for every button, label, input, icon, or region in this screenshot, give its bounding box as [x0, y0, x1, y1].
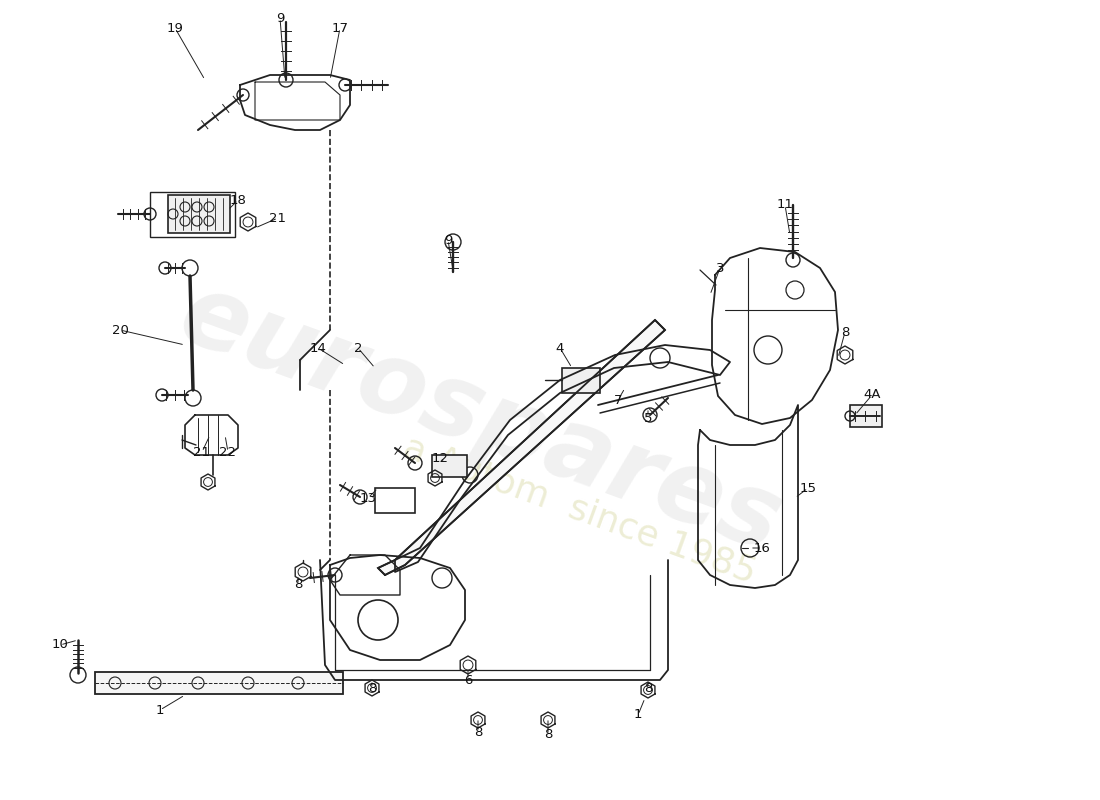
Bar	[562, 368, 600, 393]
Text: 8: 8	[644, 682, 652, 694]
Text: 1: 1	[156, 703, 164, 717]
Text: 8: 8	[840, 326, 849, 338]
Text: 17: 17	[331, 22, 349, 34]
Text: 22: 22	[220, 446, 236, 458]
Text: 16: 16	[754, 542, 770, 554]
Text: a Autom  since 1985: a Autom since 1985	[399, 430, 761, 590]
Text: 8: 8	[474, 726, 482, 738]
Text: 8: 8	[294, 578, 302, 591]
Text: 8: 8	[367, 682, 376, 694]
Text: 10: 10	[52, 638, 68, 651]
Text: 13: 13	[360, 491, 376, 505]
Text: 21: 21	[194, 446, 210, 458]
Bar	[168, 195, 230, 233]
Text: 5: 5	[644, 411, 652, 425]
Text: eurospares: eurospares	[166, 266, 794, 574]
Text: 4: 4	[556, 342, 564, 354]
Text: 15: 15	[800, 482, 816, 494]
Bar	[150, 192, 235, 237]
Text: 12: 12	[431, 451, 449, 465]
Polygon shape	[378, 320, 666, 575]
Text: 8: 8	[543, 729, 552, 742]
Text: 7: 7	[614, 394, 623, 406]
Bar	[850, 405, 882, 427]
Text: 14: 14	[309, 342, 327, 354]
Text: 9: 9	[276, 11, 284, 25]
Text: 4A: 4A	[864, 389, 881, 402]
Text: 9: 9	[443, 234, 452, 246]
Bar	[432, 455, 468, 477]
Text: 20: 20	[111, 323, 129, 337]
Text: 1: 1	[634, 709, 642, 722]
Bar	[375, 488, 415, 513]
Text: 2: 2	[354, 342, 362, 354]
Text: 21: 21	[270, 211, 286, 225]
Text: 3: 3	[716, 262, 724, 274]
Text: 6: 6	[464, 674, 472, 686]
Text: 18: 18	[230, 194, 246, 206]
Text: 11: 11	[777, 198, 793, 211]
Bar	[95, 672, 343, 694]
Text: 19: 19	[166, 22, 184, 34]
